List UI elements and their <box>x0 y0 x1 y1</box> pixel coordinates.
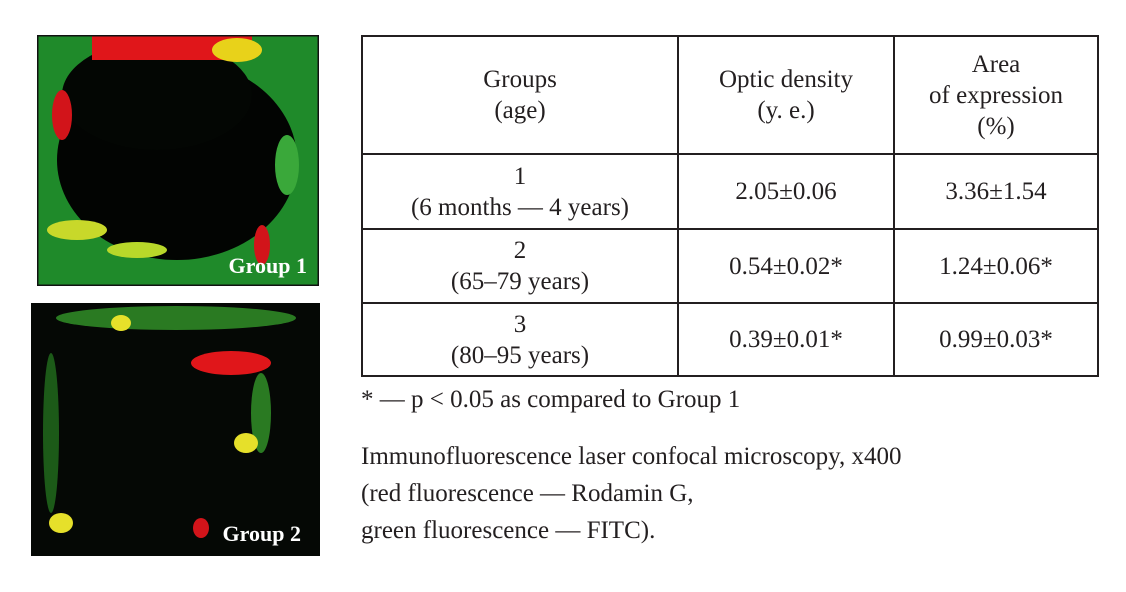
group-cell: (65–79 years) <box>450 268 590 295</box>
header-cell: Optic density <box>718 66 853 93</box>
group-cell: (6 months — 4 years) <box>410 193 630 221</box>
group-cell: 3 <box>513 310 527 338</box>
header-cell: Groups <box>483 66 557 93</box>
group-cell: 1 <box>513 162 527 190</box>
caption-line: (red fluorescence — Rodamin G, <box>361 480 694 507</box>
caption-line: Immunofluorescence laser confocal micros… <box>361 443 902 470</box>
group-cell: 2 <box>513 237 527 264</box>
figure-label: Group 2 <box>223 521 301 546</box>
figure-label: Group 1 <box>229 253 307 278</box>
micrograph: Group 1 <box>37 35 319 286</box>
caption: Immunofluorescence laser confocal micros… <box>361 438 902 549</box>
caption-line: green fluorescence — FITC). <box>361 517 656 544</box>
table-cell: 3.36±1.54 <box>893 153 1099 230</box>
table-cell: 1.24±0.06* <box>893 228 1099 304</box>
results-table: Groups (age) Optic density (y. e.) Area of … <box>361 35 1099 377</box>
group-cell: (80–95 years) <box>450 341 590 369</box>
micrograph: Group 2 <box>31 303 320 556</box>
table-cell: 0.39±0.01* <box>677 302 895 377</box>
table-cell: 0.99±0.03* <box>893 302 1099 377</box>
header-cell: (age) <box>494 97 546 124</box>
header-cell: (%) <box>977 112 1015 140</box>
footnote: * — p < 0.05 as compared to Group 1 <box>361 386 741 413</box>
header-cell: Area <box>971 50 1021 78</box>
table-cell: 0.54±0.02* <box>677 228 895 304</box>
header-cell: (y. e.) <box>757 97 815 124</box>
table-cell: 2.05±0.06 <box>677 153 895 230</box>
header-cell: of expression <box>929 81 1063 109</box>
